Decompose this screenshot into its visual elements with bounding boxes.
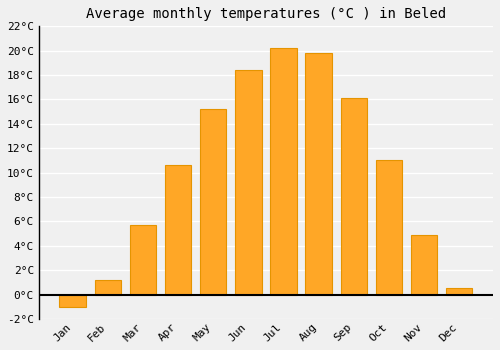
Bar: [165, 165, 191, 294]
Title: Average monthly temperatures (°C ) in Beled: Average monthly temperatures (°C ) in Be…: [86, 7, 446, 21]
Bar: [306, 53, 332, 294]
Bar: [411, 235, 438, 294]
Bar: [376, 160, 402, 294]
Bar: [130, 225, 156, 294]
Bar: [340, 98, 367, 294]
Bar: [235, 70, 262, 294]
Bar: [200, 109, 226, 294]
Bar: [270, 48, 296, 294]
Bar: [94, 280, 121, 294]
Bar: [446, 288, 472, 294]
Bar: [60, 294, 86, 307]
